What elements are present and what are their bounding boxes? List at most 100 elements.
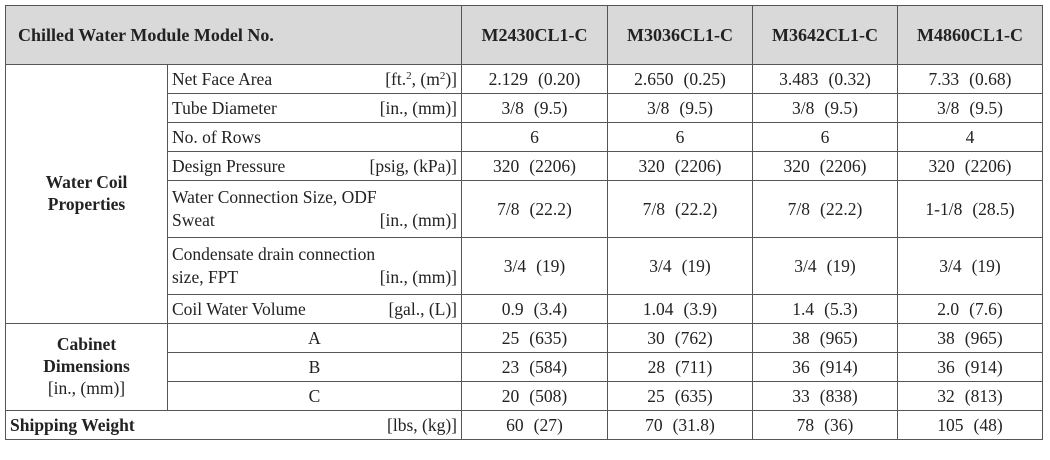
value-cell: 36 (914)	[752, 352, 898, 382]
row-label: Tube Diameter [in., (mm)]	[167, 93, 462, 123]
value-metric: (2206)	[964, 155, 1012, 176]
value-cell: 4	[897, 122, 1043, 152]
value-imperial: 105	[937, 414, 964, 435]
value-metric: (965)	[964, 327, 1003, 348]
value-imperial: 3/4	[939, 255, 962, 276]
value-cell: 28 (711)	[607, 352, 753, 382]
value-cell: 3/8 (9.5)	[461, 93, 608, 123]
value-imperial: 3/4	[649, 255, 672, 276]
value-imperial: 7/8	[497, 198, 520, 219]
value-metric: (2206)	[529, 155, 576, 176]
value-imperial: 25	[501, 327, 520, 348]
value-cell: 25 (635)	[461, 323, 608, 353]
value-metric: (22.2)	[675, 198, 718, 219]
value-metric: (19)	[681, 255, 711, 276]
spec-table: Chilled Water Module Model No. M2430CL1-…	[5, 5, 1043, 440]
value-metric: (2206)	[674, 155, 722, 176]
row-unit: [lbs, (kg)]	[387, 414, 457, 435]
value-metric: (36)	[824, 414, 854, 435]
value-metric: (3.4)	[533, 298, 568, 319]
value-metric: (914)	[964, 356, 1003, 377]
value-cell: 2.650 (0.25)	[607, 64, 753, 94]
value-cell: 3/4 (19)	[461, 237, 608, 295]
value-cell: 6	[752, 122, 898, 152]
value-imperial: 2.0	[937, 298, 960, 319]
group-label-line: Properties	[47, 194, 126, 214]
value-cell: 38 (965)	[897, 323, 1043, 353]
model-header: M3036CL1-C	[607, 5, 753, 65]
value-cell: 7.33 (0.68)	[897, 64, 1043, 94]
value-metric: (914)	[819, 356, 858, 377]
value-imperial: 38	[937, 327, 955, 348]
water-coil-group-label: Water Coil Properties	[5, 64, 168, 324]
shipping-weight-label: Shipping Weight [lbs, (kg)]	[5, 410, 462, 440]
table-row: Shipping Weight [lbs, (kg)] 60 (27) 70 (31…	[5, 410, 1043, 440]
value-imperial: 78	[796, 414, 815, 435]
value-cell: 7/8 (22.2)	[461, 180, 608, 238]
row-label-text: Shipping Weight	[10, 414, 135, 435]
unit-part: )]	[445, 68, 457, 89]
value-cell: 1-1/8 (28.5)	[897, 180, 1043, 238]
value-cell: 3.483 (0.32)	[752, 64, 898, 94]
row-label: Design Pressure [psig, (kPa)]	[167, 151, 462, 181]
value-imperial: 23	[501, 356, 520, 377]
row-unit: [in., (mm)]	[379, 267, 457, 287]
value-imperial: 320	[493, 155, 520, 176]
value-imperial: 320	[638, 155, 665, 176]
model-header: M3642CL1-C	[752, 5, 898, 65]
value-imperial: 3/8	[792, 97, 815, 118]
row-label-text: Coil Water Volume	[172, 298, 306, 319]
value-imperial: 2.650	[634, 68, 674, 89]
value-metric: (0.32)	[828, 68, 871, 89]
value-metric: (2206)	[819, 155, 867, 176]
value-metric: (22.2)	[820, 198, 863, 219]
value-imperial: 7.33	[928, 68, 960, 89]
table-row: C 20 (508) 25 (635) 33 (838) 32 (813)	[6, 381, 1043, 411]
value-cell: 20 (508)	[461, 381, 608, 411]
value-metric: (9.5)	[679, 97, 713, 118]
spec-table-container: Chilled Water Module Model No. M2430CL1-…	[5, 5, 1043, 440]
value-cell: 30 (762)	[607, 323, 753, 353]
table-row: Tube Diameter [in., (mm)] 3/8 (9.5) 3/8 (9…	[6, 93, 1043, 123]
value-metric: (0.68)	[969, 68, 1012, 89]
value-cell: 2.0 (7.6)	[897, 294, 1043, 324]
row-unit: [in., (mm)]	[379, 210, 457, 230]
value-imperial: 3/4	[794, 255, 817, 276]
value-metric: (48)	[973, 414, 1003, 435]
value-imperial: 36	[792, 356, 810, 377]
value-metric: (813)	[964, 385, 1003, 406]
value-cell: 7/8 (22.2)	[607, 180, 753, 238]
value-metric: (27)	[533, 414, 563, 435]
row-label: Net Face Area [ft.2, (m2)]	[167, 64, 462, 94]
value-cell: 3/4 (19)	[752, 237, 898, 295]
value-cell: 0.9 (3.4)	[461, 294, 608, 324]
value-imperial: 38	[792, 327, 810, 348]
row-label-text: Tube Diameter	[172, 97, 277, 118]
value-metric: (838)	[819, 385, 858, 406]
value-cell: 3/8 (9.5)	[752, 93, 898, 123]
unit-part: [ft.	[385, 68, 407, 89]
model-header: M2430CL1-C	[461, 5, 608, 65]
value-metric: (762)	[674, 327, 713, 348]
cabinet-group-label: Cabinet Dimensions [in., (mm)]	[5, 323, 168, 411]
value-cell: 105 (48)	[897, 410, 1043, 440]
row-label: C	[167, 381, 462, 411]
value-cell: 3/4 (19)	[897, 237, 1043, 295]
value-metric: (9.5)	[969, 97, 1003, 118]
unit-superscript: 2	[439, 69, 446, 82]
value-cell: 1.4 (5.3)	[752, 294, 898, 324]
table-row: B 23 (584) 28 (711) 36 (914) 36 (914)	[6, 352, 1043, 382]
value-metric: (19)	[971, 255, 1001, 276]
group-label-line: Dimensions	[43, 356, 130, 377]
value-imperial: 7/8	[642, 198, 666, 219]
row-label-text: Design Pressure	[172, 155, 286, 176]
value-imperial: 1.4	[792, 298, 815, 319]
value-metric: (635)	[529, 327, 568, 348]
row-unit: [in., (mm)]	[379, 97, 457, 118]
value-imperial: 320	[783, 155, 810, 176]
value-imperial: 3/8	[937, 97, 960, 118]
value-cell: 32 (813)	[897, 381, 1043, 411]
value-metric: (5.3)	[824, 298, 858, 319]
table-row: Cabinet Dimensions [in., (mm)] A 25 (635)…	[5, 323, 1043, 411]
group-unit: [in., (mm)]	[47, 377, 126, 398]
